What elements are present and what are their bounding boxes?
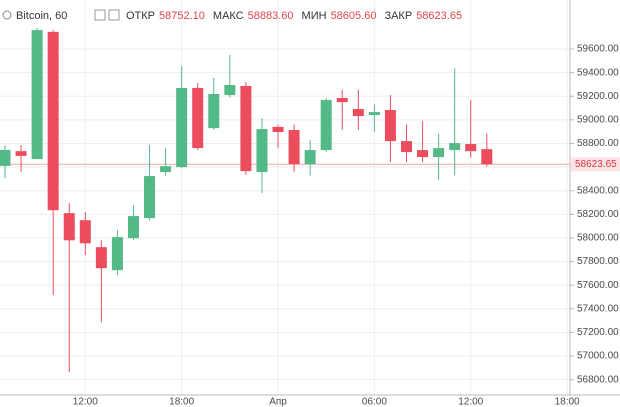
- ohlc-name: ОТКР: [126, 10, 155, 22]
- candle-body: [192, 87, 204, 149]
- y-tick-label: 59000.00: [577, 114, 619, 125]
- candle-body: [401, 141, 412, 153]
- y-tick-label: 56800.00: [577, 374, 619, 385]
- x-tick-label: Апр: [269, 397, 287, 407]
- y-tick-label: 58400.00: [577, 185, 619, 196]
- y-tick-label: 57400.00: [577, 303, 619, 314]
- candle-body: [256, 129, 268, 173]
- candle-body: [288, 130, 300, 165]
- candle-body: [63, 213, 75, 241]
- candle-body: [240, 85, 252, 172]
- x-tick-label: 18:00: [555, 397, 580, 407]
- y-tick-label: 59400.00: [577, 67, 619, 78]
- candle-body: [336, 98, 348, 103]
- ohlc-name: МИН: [302, 10, 327, 22]
- candle-body: [127, 216, 139, 239]
- candle-body: [176, 87, 188, 168]
- last-price-box: [571, 157, 620, 172]
- ohlc-value: 58752.10: [159, 10, 205, 22]
- y-tick-label: 57800.00: [577, 256, 619, 267]
- ohlc-name: ЗАКР: [384, 10, 412, 22]
- symbol: Bitcoin, 60: [16, 10, 67, 22]
- candle-body: [433, 148, 445, 158]
- y-tick-label: 59600.00: [577, 44, 619, 55]
- ohlc-value: 58883.60: [248, 10, 294, 22]
- grid: [0, 0, 570, 395]
- candle-body: [160, 166, 172, 173]
- candle-body: [0, 149, 11, 166]
- y-tick-label: 57000.00: [577, 351, 619, 362]
- x-tick-label: 18:00: [169, 397, 194, 407]
- candle-body: [15, 151, 27, 156]
- candle-body: [224, 85, 236, 96]
- legend-header: Bitcoin, 60: [2, 9, 120, 22]
- candle-body: [465, 144, 477, 152]
- ohlc-value: 58605.60: [331, 10, 377, 22]
- candle-body: [111, 237, 123, 271]
- last-price-label: 58623.65: [575, 159, 617, 170]
- close-icon[interactable]: [108, 9, 120, 21]
- x-tick-label: 06:00: [362, 397, 387, 407]
- candle-body: [384, 110, 396, 142]
- candle-body: [481, 149, 493, 165]
- candle-body: [95, 247, 107, 269]
- candle-body: [368, 112, 380, 116]
- ohlc-value: 58623.65: [416, 10, 462, 22]
- candle-body: [304, 150, 316, 165]
- candle-body: [31, 30, 43, 160]
- ohlc-name: МАКС: [213, 10, 244, 22]
- x-tick-label: 12:00: [458, 397, 483, 407]
- y-tick-label: 58800.00: [577, 138, 619, 149]
- candle-body: [144, 176, 156, 219]
- y-tick-label: 58000.00: [577, 233, 619, 244]
- candle-body: [352, 108, 364, 117]
- y-tick-label: 59200.00: [577, 91, 619, 102]
- y-tick-label: 57600.00: [577, 280, 619, 291]
- candle-body: [449, 143, 461, 151]
- candle-body: [47, 31, 59, 211]
- x-tick-label: 12:00: [73, 397, 98, 407]
- y-tick-label: 58200.00: [577, 209, 619, 220]
- settings-icon[interactable]: [94, 9, 106, 21]
- candle-body: [79, 220, 91, 244]
- candle-body: [417, 150, 429, 158]
- candle-body: [320, 100, 332, 151]
- candle-body: [272, 126, 284, 133]
- y-tick-label: 57200.00: [577, 327, 619, 338]
- symbol-icon: [2, 10, 12, 20]
- candle-body: [208, 93, 220, 129]
